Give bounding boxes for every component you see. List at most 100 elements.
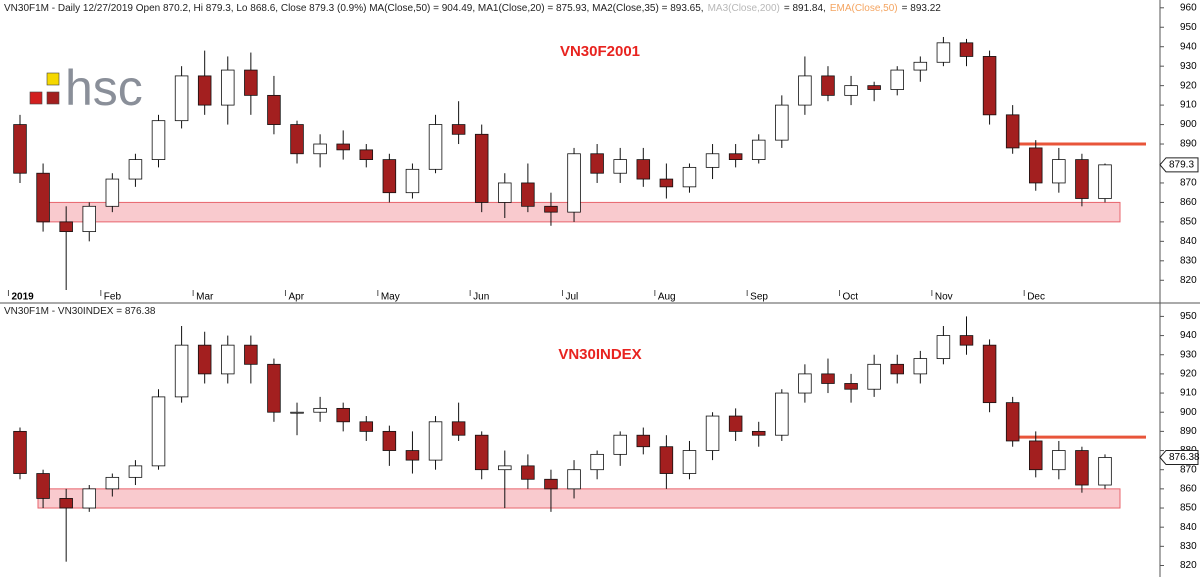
candle-body bbox=[936, 335, 951, 359]
header-segment: = 891.84, bbox=[784, 3, 826, 14]
x-tick-label: May bbox=[381, 292, 400, 303]
x-tick-label: Mar bbox=[196, 292, 214, 303]
candle-body bbox=[613, 159, 627, 174]
candle-body bbox=[221, 69, 235, 106]
y-tick-label: 950 bbox=[1180, 311, 1197, 322]
header-segment: EMA(Close,50) bbox=[830, 3, 898, 14]
candle-body bbox=[521, 465, 535, 480]
candle-body bbox=[336, 407, 350, 423]
candle-body bbox=[544, 205, 558, 213]
candle-body bbox=[682, 166, 697, 188]
y-tick-label: 890 bbox=[1180, 139, 1197, 150]
y-tick-label: 930 bbox=[1180, 349, 1197, 360]
candle-body bbox=[244, 344, 258, 365]
candle-body bbox=[36, 473, 50, 499]
candle-body bbox=[1005, 114, 1020, 149]
y-tick-label: 870 bbox=[1180, 178, 1197, 189]
y-tick-label: 840 bbox=[1180, 236, 1197, 247]
y-tick-label: 850 bbox=[1180, 503, 1197, 514]
candle-body bbox=[313, 407, 327, 413]
candle-body bbox=[844, 383, 858, 390]
candle-body bbox=[336, 143, 350, 151]
candle-body bbox=[498, 465, 512, 471]
panel-header: VN30F1M - VN30INDEX = 876.38 bbox=[4, 306, 156, 317]
candle-body bbox=[959, 42, 974, 57]
panel-header: VN30F1M - Daily 12/27/2019 Open 870.2, H… bbox=[4, 3, 941, 14]
x-tick-label: Jul bbox=[566, 292, 579, 303]
y-tick-label: 920 bbox=[1180, 80, 1197, 91]
header-segment: VN30F1M - Daily 12/27/2019 Open 870.2, H… bbox=[4, 3, 704, 14]
candle-body bbox=[1052, 450, 1066, 471]
candle-body bbox=[1052, 159, 1066, 184]
candle-body bbox=[613, 434, 627, 455]
candle-body bbox=[290, 124, 304, 155]
candle-body bbox=[821, 373, 835, 384]
y-tick-label: 900 bbox=[1180, 119, 1197, 130]
y-tick-label: 860 bbox=[1180, 484, 1197, 495]
x-tick-label: Nov bbox=[935, 292, 953, 303]
candle-body bbox=[36, 172, 50, 223]
candle-body bbox=[890, 363, 904, 375]
y-tick-label: 860 bbox=[1180, 197, 1197, 208]
candle-body bbox=[128, 159, 143, 180]
candle-body bbox=[590, 453, 604, 471]
candle-body bbox=[982, 344, 997, 404]
logo-square bbox=[29, 91, 43, 105]
candle-body bbox=[1098, 457, 1112, 486]
candle-body bbox=[798, 75, 812, 106]
candle-body bbox=[244, 69, 258, 96]
logo-text: hsc bbox=[65, 60, 143, 116]
candle-body bbox=[197, 75, 212, 106]
candle-body bbox=[82, 488, 97, 509]
candle-body bbox=[705, 153, 720, 168]
candle-body bbox=[359, 421, 374, 432]
candle-body bbox=[521, 182, 535, 207]
candle-body bbox=[151, 120, 166, 160]
candle-body bbox=[936, 42, 951, 63]
y-tick-label: 820 bbox=[1180, 275, 1197, 286]
candle-body bbox=[867, 85, 881, 90]
candle-body bbox=[682, 450, 697, 474]
y-tick-label: 960 bbox=[1180, 2, 1197, 13]
candle-body bbox=[636, 159, 651, 180]
candle-body bbox=[405, 168, 420, 194]
x-tick-label: Sep bbox=[750, 292, 768, 303]
candle-body bbox=[382, 159, 397, 194]
candle-body bbox=[728, 415, 743, 432]
candle-body bbox=[428, 421, 443, 461]
candle-body bbox=[313, 143, 327, 155]
y-tick-label: 820 bbox=[1180, 560, 1197, 571]
candle-body bbox=[798, 373, 812, 394]
candle-body bbox=[290, 411, 304, 414]
candle-body bbox=[59, 221, 73, 233]
candle-body bbox=[428, 124, 443, 170]
candle-body bbox=[221, 344, 235, 375]
candle-body bbox=[174, 344, 189, 398]
candle-body bbox=[498, 182, 512, 203]
y-tick-label: 910 bbox=[1180, 100, 1197, 111]
y-tick-label: 890 bbox=[1180, 426, 1197, 437]
y-tick-label: 830 bbox=[1180, 255, 1197, 266]
candle-body bbox=[405, 450, 420, 461]
last-price-tag bbox=[1159, 157, 1199, 173]
candle-body bbox=[590, 153, 604, 174]
candle-body bbox=[705, 415, 720, 451]
y-tick-label: 830 bbox=[1180, 541, 1197, 552]
candle-body bbox=[151, 396, 166, 467]
candle-body bbox=[544, 478, 558, 490]
candle-body bbox=[913, 358, 928, 375]
header-segment: MA3(Close,200) bbox=[708, 3, 780, 14]
last-price-label: 876.38 bbox=[1169, 452, 1200, 463]
y-tick-label: 950 bbox=[1180, 22, 1197, 33]
x-tick-label: Jun bbox=[473, 292, 489, 303]
candle-body bbox=[474, 434, 489, 471]
panel-title: VN30INDEX bbox=[558, 346, 641, 363]
candle-body bbox=[128, 465, 143, 478]
candle-body bbox=[1075, 450, 1089, 486]
candle-body bbox=[1098, 164, 1112, 199]
y-tick-label: 940 bbox=[1180, 330, 1197, 341]
candle-body bbox=[359, 149, 374, 160]
candle-body bbox=[636, 434, 651, 448]
last-price-label: 879.3 bbox=[1169, 159, 1194, 170]
y-tick-label: 920 bbox=[1180, 369, 1197, 380]
